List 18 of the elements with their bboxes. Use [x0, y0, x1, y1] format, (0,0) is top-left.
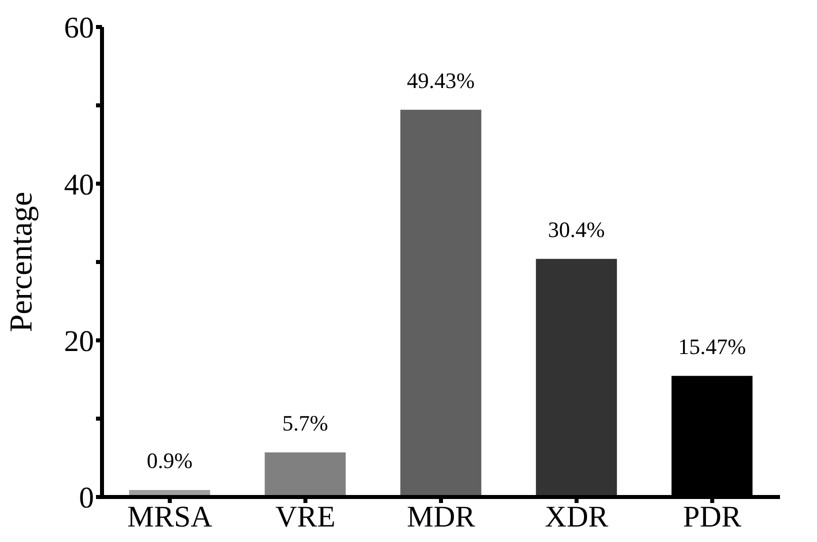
y-tick-label: 0: [79, 482, 94, 515]
bar: [400, 110, 482, 497]
y-tick-label: 40: [64, 168, 94, 202]
y-tick-label: 20: [64, 324, 94, 358]
x-tick-label: PDR: [683, 500, 742, 534]
bar: [264, 452, 346, 497]
data-label: 0.9%: [146, 448, 193, 473]
x-tick-label: MDR: [406, 500, 476, 534]
data-label: 30.4%: [548, 216, 605, 242]
bar: [536, 258, 617, 497]
x-tick-label: MRSA: [127, 500, 213, 534]
x-tick-label: XDR: [544, 500, 608, 534]
data-label: 5.7%: [282, 410, 328, 436]
y-tick-label: 60: [64, 12, 94, 45]
x-tick-label: VRE: [275, 500, 336, 534]
data-label: 49.43%: [406, 68, 475, 93]
y-axis-title: Percentage: [2, 192, 38, 332]
data-label: 15.47%: [678, 334, 746, 359]
